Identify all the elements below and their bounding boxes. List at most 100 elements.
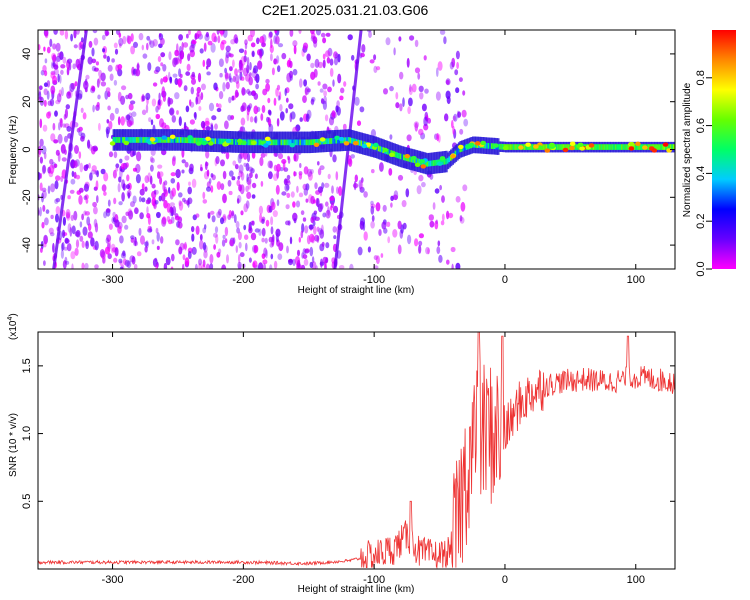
- heatmap-noise-cell: [245, 200, 250, 209]
- heatmap-noise-cell: [96, 101, 100, 108]
- ridge-core: [379, 146, 382, 152]
- heatmap-noise-cell: [325, 50, 331, 58]
- heatmap-noise-cell: [243, 203, 248, 213]
- heatmap-noise-cell: [264, 237, 268, 244]
- ridge-core: [315, 139, 318, 145]
- ridge-core: [359, 140, 362, 146]
- heatmap-noise-cell: [186, 63, 191, 71]
- ridge-core: [349, 137, 352, 144]
- heatmap-noise-cell: [218, 208, 222, 216]
- heatmap-noise-cell: [133, 263, 138, 269]
- ridge-core: [558, 144, 561, 150]
- ridge-hotspot: [225, 138, 232, 144]
- ridge-core: [638, 144, 641, 150]
- ridge-core: [608, 144, 611, 150]
- ridge-core: [377, 145, 381, 152]
- ridge-hotspot: [628, 146, 635, 151]
- ridge-core: [337, 137, 340, 144]
- ridge-core: [222, 138, 225, 145]
- ridge-hotspot: [493, 143, 499, 148]
- heatmap-noise-cell: [110, 243, 116, 254]
- heatmap-noise-cell: [162, 76, 168, 83]
- ridge-core: [316, 139, 319, 145]
- ridge-core: [120, 137, 123, 143]
- heatmap-noise-cell: [103, 191, 107, 196]
- heatmap-noise-cell: [371, 169, 375, 174]
- heatmap-noise-cell: [251, 182, 257, 189]
- ridge-hotspot: [343, 141, 350, 146]
- heatmap-noise-cell: [144, 186, 148, 192]
- snr-series-line: [38, 332, 675, 569]
- heatmap-noise-cell: [205, 117, 210, 125]
- ridge-hotspot: [420, 164, 427, 169]
- ridge-core: [665, 144, 668, 150]
- ridge-hotspot: [437, 161, 443, 166]
- heatmap-noise-cell: [42, 124, 48, 132]
- heatmap-noise-cell: [268, 118, 272, 128]
- ridge-core: [635, 144, 638, 150]
- heatmap-noise-cell: [251, 194, 256, 199]
- heatmap-noise-cell: [218, 91, 224, 100]
- heatmap-noise-cell: [156, 245, 160, 250]
- colorbar-tick-label: 0.6: [695, 118, 707, 133]
- heatmap-noise-cell: [113, 197, 117, 205]
- ridge-hotspot: [205, 136, 211, 141]
- heatmap-noise-cell: [59, 118, 63, 124]
- ridge-hotspot: [334, 135, 340, 140]
- ridge-core: [300, 139, 304, 146]
- heatmap-noise-cell: [125, 162, 129, 168]
- heatmap-noise-cell: [169, 76, 172, 82]
- heatmap-noise-cell: [216, 103, 219, 108]
- y-tick-label: 1.5: [21, 358, 33, 373]
- ridge-core: [186, 137, 189, 144]
- heatmap-noise-cell: [187, 186, 192, 195]
- ridge-core: [660, 144, 663, 150]
- heatmap-noise-cell: [398, 36, 402, 42]
- ridge-hotspot: [635, 141, 641, 146]
- heatmap-noise-cell: [175, 168, 181, 179]
- heatmap-noise-cell: [50, 183, 56, 193]
- heatmap-noise-cell: [310, 62, 315, 69]
- heatmap-noise-cell: [252, 67, 257, 74]
- heatmap-noise-cell: [263, 263, 266, 269]
- heatmap-noise-cell: [200, 92, 204, 101]
- heatmap-noise-cell: [302, 254, 308, 259]
- ridge-core: [299, 139, 302, 146]
- ridge-core: [399, 153, 403, 160]
- heatmap-noise-cell: [330, 202, 335, 209]
- heatmap-noise-cell: [418, 128, 424, 136]
- ridge-core: [220, 138, 224, 145]
- heatmap-noise-cell: [295, 200, 301, 208]
- ridge-core: [613, 144, 616, 150]
- heatmap-noise-cell: [61, 242, 65, 251]
- heatmap-noise-cell: [130, 45, 136, 55]
- ridge-core: [184, 137, 188, 143]
- heatmap-noise-cell: [168, 187, 171, 194]
- heatmap-noise-cell: [154, 189, 159, 195]
- heatmap-noise-cell: [460, 201, 466, 212]
- heatmap-noise-cell: [43, 46, 46, 52]
- ridge-core: [128, 137, 131, 143]
- heatmap-noise-cell: [288, 103, 294, 110]
- heatmap-noise-cell: [293, 151, 299, 162]
- heatmap-noise-cell: [150, 119, 154, 126]
- heatmap-noise-cell: [350, 154, 356, 159]
- heatmap-noise-cell: [84, 211, 90, 216]
- heatmap-noise-cell: [235, 221, 240, 229]
- heatmap-noise-cell: [202, 59, 206, 67]
- heatmap-noise-cell: [182, 197, 186, 203]
- ridge-hotspot: [414, 162, 421, 167]
- ridge-core: [413, 157, 417, 164]
- heatmap-noise-cell: [161, 217, 167, 227]
- heatmap-noise-cell: [237, 68, 243, 74]
- heatmap-noise-cell: [383, 88, 388, 95]
- heatmap-noise-cell: [178, 201, 184, 211]
- heatmap-noise-cell: [206, 71, 211, 76]
- heatmap-noise-cell: [327, 86, 332, 93]
- heatmap-noise-cell: [363, 231, 368, 241]
- heatmap-noise-cell: [94, 222, 99, 233]
- heatmap-noise-cell: [114, 219, 120, 228]
- heatmap-noise-cell: [78, 42, 82, 51]
- heatmap-noise-cell: [98, 122, 101, 131]
